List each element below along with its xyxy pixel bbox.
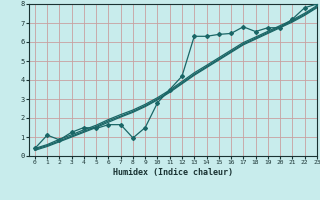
X-axis label: Humidex (Indice chaleur): Humidex (Indice chaleur) — [113, 168, 233, 177]
